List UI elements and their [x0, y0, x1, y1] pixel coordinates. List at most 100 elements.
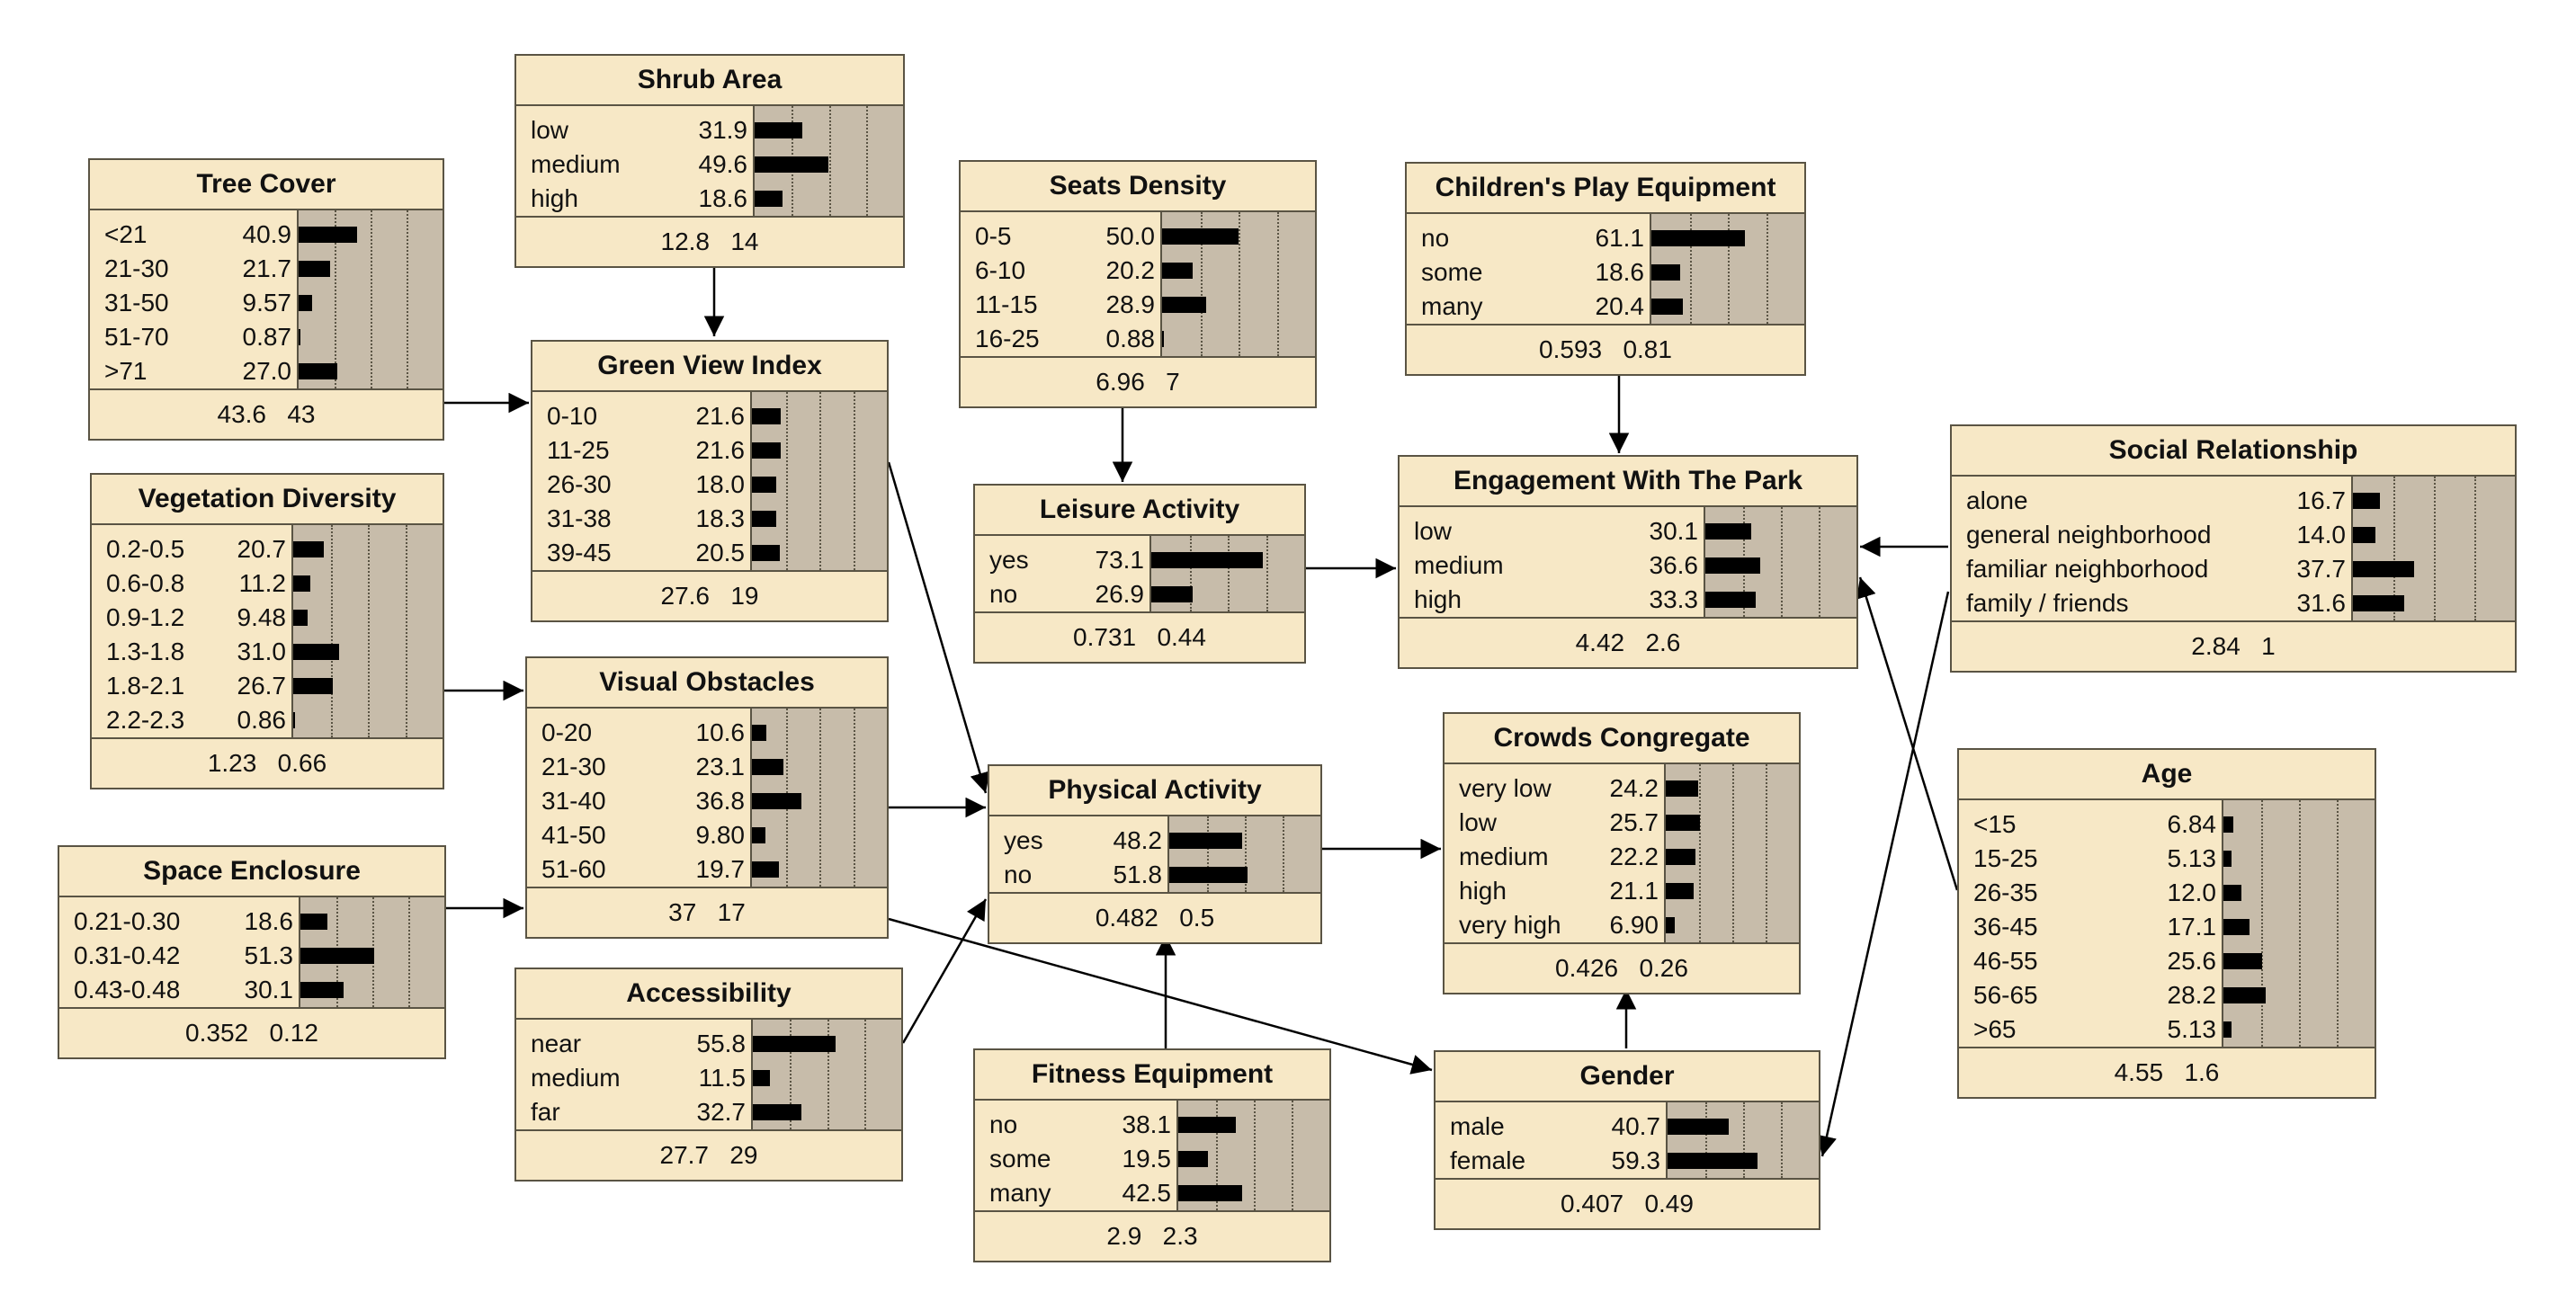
node-crowds_congregate[interactable]: Crowds Congregate very low 24.2 low 25.7 medi… — [1443, 712, 1801, 994]
state-row[interactable]: far 32.7 — [531, 1095, 751, 1129]
state-row[interactable]: no 51.8 — [1004, 858, 1167, 892]
node-summary: 0.731 0.44 — [975, 611, 1304, 662]
state-row[interactable]: 1.3-1.8 31.0 — [106, 635, 291, 669]
state-row[interactable]: 0.43-0.48 30.1 — [74, 973, 299, 1007]
state-row[interactable]: >71 27.0 — [104, 354, 297, 388]
node-visual_obstacles[interactable]: Visual Obstacles 0-20 10.6 21-30 23.1 31-40 36… — [525, 656, 889, 939]
belief-bar — [2223, 987, 2266, 1003]
state-row[interactable]: 0.6-0.8 11.2 — [106, 566, 291, 601]
state-row[interactable]: 0-10 21.6 — [547, 399, 750, 433]
state-row[interactable]: >65 5.13 — [1973, 1012, 2222, 1047]
state-row[interactable]: many 20.4 — [1421, 290, 1650, 324]
state-row[interactable]: 0-5 50.0 — [975, 219, 1160, 254]
state-row[interactable]: no 61.1 — [1421, 221, 1650, 255]
state-row[interactable]: medium 36.6 — [1414, 548, 1704, 583]
state-label: 0-10 — [547, 402, 598, 430]
node-space_enclosure[interactable]: Space Enclosure 0.21-0.30 18.6 0.31-0.42 51.… — [58, 845, 446, 1059]
state-row[interactable]: 16-25 0.88 — [975, 322, 1160, 356]
state-row[interactable]: 41-50 9.80 — [541, 818, 750, 852]
state-probability: 25.6 — [2167, 947, 2217, 975]
state-label: high — [1459, 877, 1507, 905]
state-row[interactable]: medium 11.5 — [531, 1061, 751, 1095]
state-row[interactable]: medium 22.2 — [1459, 840, 1664, 874]
node-seats_density[interactable]: Seats Density 0-5 50.0 6-10 20.2 11-15 28.9 16-… — [959, 160, 1317, 408]
state-label: medium — [531, 1064, 621, 1092]
state-row[interactable]: some 18.6 — [1421, 255, 1650, 290]
state-row[interactable]: near 55.8 — [531, 1027, 751, 1061]
state-row[interactable]: 31-50 9.57 — [104, 286, 297, 320]
state-row[interactable]: 46-55 25.6 — [1973, 944, 2222, 978]
node-accessibility[interactable]: Accessibility near 55.8 medium 11.5 far 32.7 27… — [514, 968, 903, 1182]
node-leisure_activity[interactable]: Leisure Activity yes 73.1 no 26.9 0.731 0.44 — [973, 484, 1306, 664]
state-row[interactable]: male 40.7 — [1450, 1110, 1666, 1144]
state-row[interactable]: no 38.1 — [989, 1108, 1176, 1142]
node-childrens_play_equipment[interactable]: Children's Play Equipment no 61.1 some 18.6 m… — [1405, 162, 1806, 376]
state-probability: 0.86 — [237, 706, 287, 734]
state-row[interactable]: 51-70 0.87 — [104, 320, 297, 354]
node-social_relationship[interactable]: Social Relationship alone 16.7 general neig… — [1950, 424, 2517, 673]
state-row[interactable]: low 30.1 — [1414, 514, 1704, 548]
state-row[interactable]: 39-45 20.5 — [547, 536, 750, 570]
state-row[interactable]: no 26.9 — [989, 577, 1149, 611]
state-row[interactable]: some 19.5 — [989, 1142, 1176, 1176]
state-row[interactable]: 36-45 17.1 — [1973, 910, 2222, 944]
state-row[interactable]: family / friends 31.6 — [1966, 586, 2351, 620]
node-engagement_with_the_park[interactable]: Engagement With The Park low 30.1 medium 36.… — [1398, 455, 1858, 669]
node-fitness_equipment[interactable]: Fitness Equipment no 38.1 some 19.5 many 42.5 2… — [973, 1048, 1331, 1262]
state-row[interactable]: 1.8-2.1 26.7 — [106, 669, 291, 703]
state-row[interactable]: low 25.7 — [1459, 806, 1664, 840]
gridline — [2299, 800, 2301, 1047]
state-row[interactable]: 0-20 10.6 — [541, 716, 750, 750]
state-row[interactable]: general neighborhood 14.0 — [1966, 518, 2351, 552]
state-row[interactable]: familiar neighborhood 37.7 — [1966, 552, 2351, 586]
node-summary: 2.84 1 — [1952, 620, 2515, 671]
state-row[interactable]: 15-25 5.13 — [1973, 842, 2222, 876]
belief-bar — [1651, 230, 1745, 246]
state-row[interactable]: very high 6.90 — [1459, 908, 1664, 942]
state-row[interactable]: <15 6.84 — [1973, 807, 2222, 842]
state-row[interactable]: 6-10 20.2 — [975, 254, 1160, 288]
node-vegetation_diversity[interactable]: Vegetation Diversity 0.2-0.5 20.7 0.6-0.8 11… — [90, 473, 444, 789]
state-label: 21-30 — [104, 254, 169, 282]
state-row[interactable]: medium 49.6 — [531, 147, 753, 182]
belief-bar — [753, 1036, 836, 1052]
state-row[interactable]: high 21.1 — [1459, 874, 1664, 908]
state-row[interactable]: 56-65 28.2 — [1973, 978, 2222, 1012]
node-physical_activity[interactable]: Physical Activity yes 48.2 no 51.8 0.482 0.5 — [988, 764, 1322, 944]
node-std-dev: 17 — [717, 898, 746, 926]
node-green_view_index[interactable]: Green View Index 0-10 21.6 11-25 21.6 26-30 18… — [531, 340, 889, 622]
node-age[interactable]: Age <15 6.84 15-25 5.13 26-35 12.0 36-45 17.1 46-… — [1957, 748, 2376, 1099]
state-row[interactable]: 0.2-0.5 20.7 — [106, 532, 291, 566]
state-row[interactable]: alone 16.7 — [1966, 484, 2351, 518]
state-label: 16-25 — [975, 325, 1040, 352]
state-row[interactable]: 21-30 21.7 — [104, 252, 297, 286]
state-row[interactable]: female 59.3 — [1450, 1144, 1666, 1178]
state-row[interactable]: very low 24.2 — [1459, 771, 1664, 806]
node-summary: 2.9 2.3 — [975, 1210, 1329, 1261]
state-row[interactable]: 21-30 23.1 — [541, 750, 750, 784]
state-row[interactable]: high 33.3 — [1414, 583, 1704, 617]
state-label: 41-50 — [541, 821, 606, 849]
state-row[interactable]: <21 40.9 — [104, 218, 297, 252]
state-row[interactable]: low 31.9 — [531, 113, 753, 147]
state-row[interactable]: yes 73.1 — [989, 543, 1149, 577]
state-row[interactable]: 11-15 28.9 — [975, 288, 1160, 322]
state-row[interactable]: 26-30 18.0 — [547, 468, 750, 502]
state-row[interactable]: high 18.6 — [531, 182, 753, 216]
state-row[interactable]: 2.2-2.3 0.86 — [106, 703, 291, 737]
node-tree_cover[interactable]: Tree Cover <21 40.9 21-30 21.7 31-50 9.57 51-70… — [88, 158, 444, 441]
state-row[interactable]: 0.9-1.2 9.48 — [106, 601, 291, 635]
state-row[interactable]: 31-40 36.8 — [541, 784, 750, 818]
state-row[interactable]: 0.21-0.30 18.6 — [74, 905, 299, 939]
state-row[interactable]: 51-60 19.7 — [541, 852, 750, 887]
state-row[interactable]: 31-38 18.3 — [547, 502, 750, 536]
state-row[interactable]: many 42.5 — [989, 1176, 1176, 1210]
state-row[interactable]: yes 48.2 — [1004, 824, 1167, 858]
state-row[interactable]: 11-25 21.6 — [547, 433, 750, 468]
gridline — [1277, 212, 1279, 356]
node-shrub_area[interactable]: Shrub Area low 31.9 medium 49.6 high 18.6 12.8 … — [514, 54, 905, 268]
node-gender[interactable]: Gender male 40.7 female 59.3 0.407 0.49 — [1434, 1050, 1820, 1230]
state-row[interactable]: 0.31-0.42 51.3 — [74, 939, 299, 973]
state-row[interactable]: 26-35 12.0 — [1973, 876, 2222, 910]
gridline — [371, 210, 372, 388]
